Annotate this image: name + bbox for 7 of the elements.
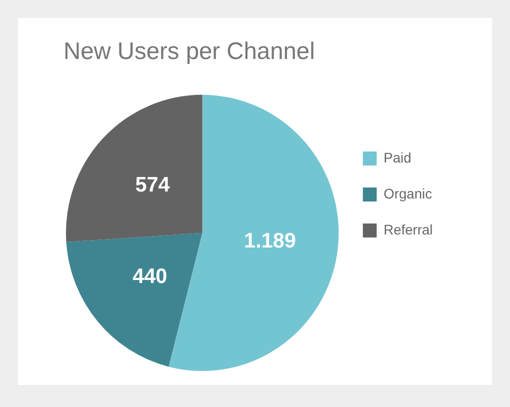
data-label: 574 [135, 173, 170, 197]
legend-label: Organic [384, 185, 432, 202]
chart-title: New Users per Channel [63, 38, 315, 66]
legend-label: Referral [384, 221, 433, 238]
legend-label: Paid [384, 149, 412, 166]
data-label: 440 [132, 264, 168, 288]
data-label: 1.189 [244, 229, 296, 252]
